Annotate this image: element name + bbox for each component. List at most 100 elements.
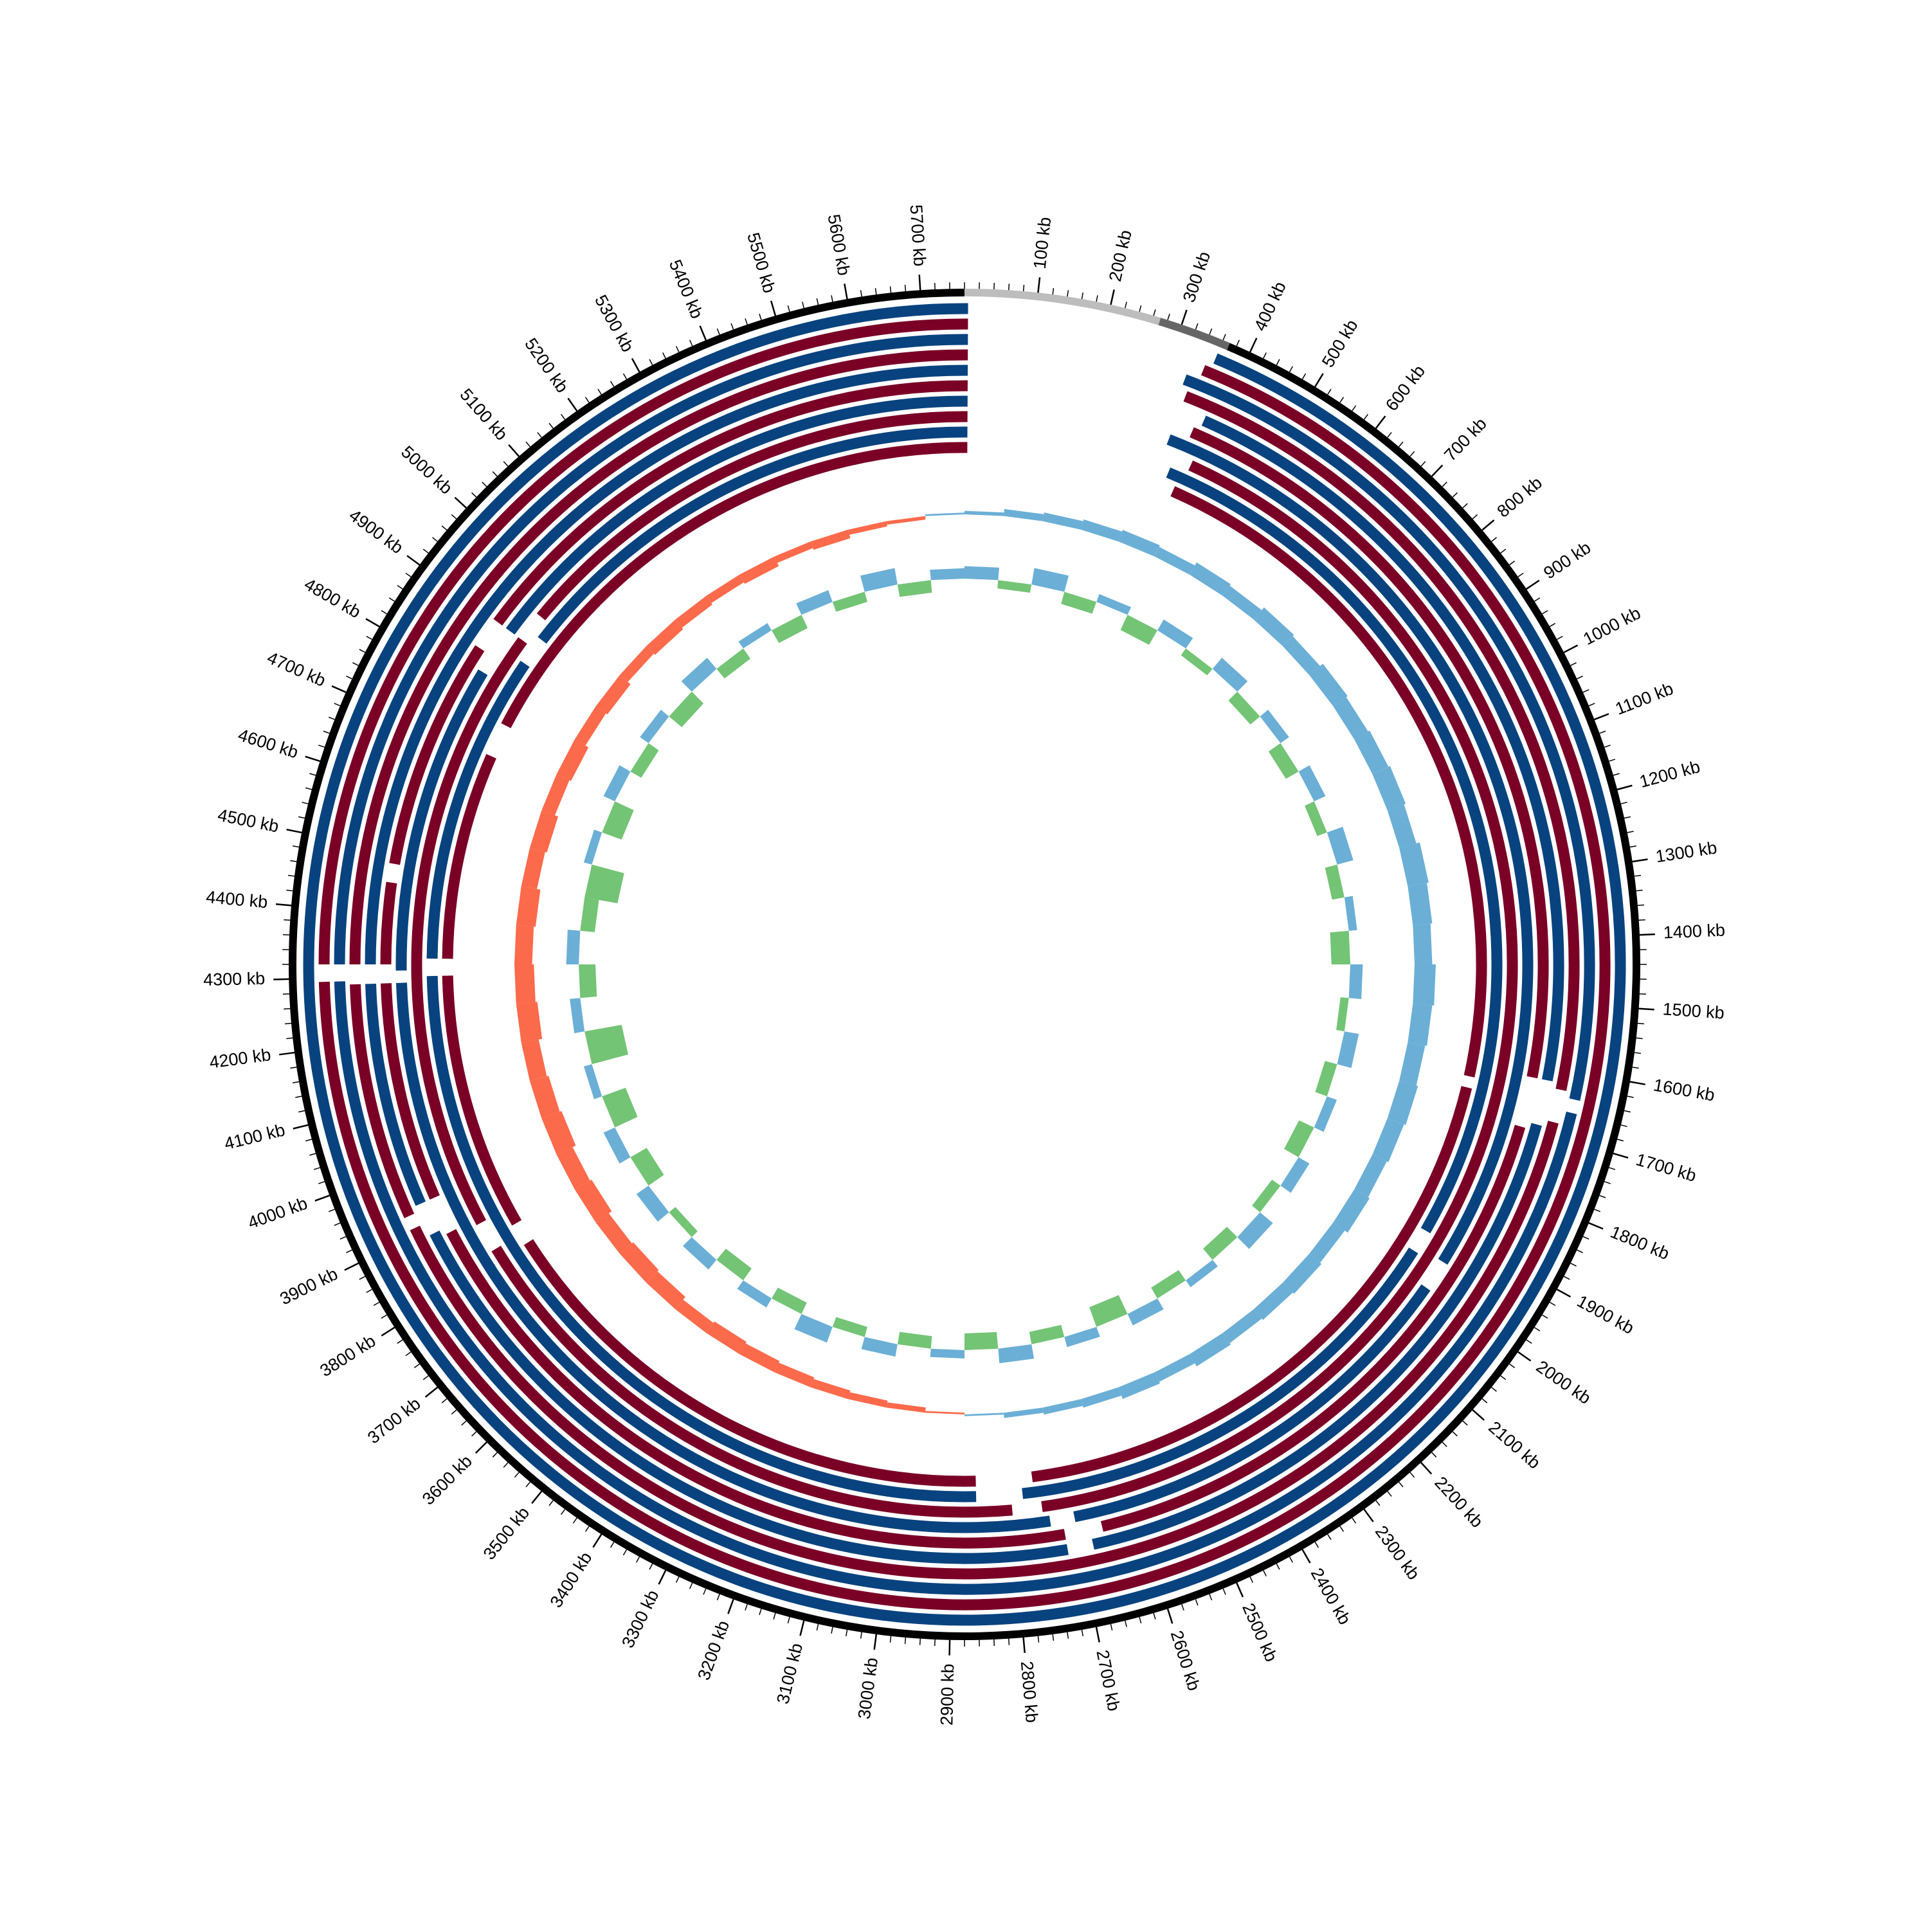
minor-tick [514,1472,519,1477]
gc-bar [646,620,683,655]
tick-label: 1500 kb [1662,999,1725,1022]
minor-tick [1627,1096,1634,1097]
gc-bar [1031,568,1069,592]
minor-tick [1617,1139,1624,1141]
gc-bar [1118,1372,1160,1398]
tick-mark [1564,646,1577,653]
tick-mark [919,275,921,290]
minor-tick [1501,549,1506,553]
minor-tick [1604,745,1610,747]
tick-label: 2000 kb [1533,1357,1595,1408]
minor-tick [346,676,352,679]
gc-bar [1064,1327,1100,1347]
tick-label: 2300 kb [1372,1522,1424,1583]
tick-mark [632,359,640,372]
tick-label: 2900 kb [937,1663,957,1726]
minor-tick [549,423,553,428]
minor-tick [334,1223,340,1225]
gc-bar [1061,591,1096,613]
minor-tick [1639,920,1645,921]
minor-tick [1621,1125,1627,1126]
minor-tick [309,773,316,775]
gc-bar [1399,842,1429,886]
minor-tick [293,846,299,847]
tick-mark [1024,1638,1025,1653]
gc-bar [604,1128,631,1164]
minor-tick [1635,1052,1641,1053]
gc-bar [1190,563,1231,596]
minor-tick [905,285,906,291]
minor-tick [374,1303,379,1306]
tick-label: 500 kb [1318,316,1362,371]
gc-bar [1315,1061,1337,1096]
tick-label: 5700 kb [906,204,929,267]
gc-bar [1388,1081,1418,1125]
tick-mark [1630,1082,1645,1085]
gc-bar [898,580,932,597]
gc-bar [774,541,813,563]
tick-label: 5600 kb [824,213,853,277]
minor-tick [1303,374,1306,379]
tick-label: 3300 kb [618,1587,662,1650]
gc-bar [683,1237,716,1269]
gc-bar [675,1299,713,1333]
gc-bar [1260,710,1289,743]
minor-tick [1557,636,1562,640]
minor-tick [690,340,693,346]
minor-tick [817,298,818,305]
gc-bar [596,675,631,714]
minor-tick [637,1557,640,1562]
tick-mark [273,979,289,980]
gc-bar [1186,1260,1218,1288]
tick-mark [276,904,291,905]
minor-tick [649,1564,653,1569]
minor-tick [1154,1613,1155,1620]
tick-mark [455,498,466,508]
gc-bar [738,1280,772,1307]
gc-bar [1043,1399,1083,1414]
minor-tick [717,1594,720,1600]
gc-bar [514,964,536,1004]
gc-bar [1254,608,1294,646]
minor-tick [318,745,324,747]
tick-label: 700 kb [1440,414,1490,465]
gc-bar [1345,896,1357,931]
tick-mark [315,1195,330,1200]
tick-mark [1182,310,1187,325]
minor-tick [1624,817,1631,818]
minor-tick [1600,1195,1606,1197]
gc-bar [584,865,624,903]
tick-label: 5500 kb [743,230,779,295]
minor-tick [305,788,312,790]
minor-tick [788,1617,790,1623]
gc-bar [640,710,669,743]
minor-tick [586,1526,590,1531]
gc-bar [833,1317,867,1337]
gc-bar [1121,615,1157,645]
minor-tick [1388,433,1391,438]
gc-bar [772,615,808,643]
tick-label: 1200 kb [1638,757,1703,791]
minor-tick [1009,284,1010,290]
minor-tick [1195,323,1197,329]
minor-tick [1328,389,1331,394]
gc-bar [738,623,772,648]
gc-bar [811,1379,851,1399]
minor-tick [1125,1621,1127,1627]
gc-bar [1151,1270,1186,1299]
gc-bar [620,646,654,682]
minor-tick [624,1549,627,1555]
gc-bar [706,575,743,603]
tick-mark [800,1621,804,1636]
minor-tick [663,352,666,358]
minor-tick [861,1632,862,1639]
gc-bar [860,568,898,592]
gc-bar [602,1088,637,1128]
minor-tick [1577,676,1583,679]
tick-mark [1633,859,1648,862]
tick-label: 1300 kb [1654,838,1719,866]
tick-mark [1168,1609,1172,1623]
gc-bar [1190,1333,1231,1366]
gc-bar [1155,1354,1195,1382]
